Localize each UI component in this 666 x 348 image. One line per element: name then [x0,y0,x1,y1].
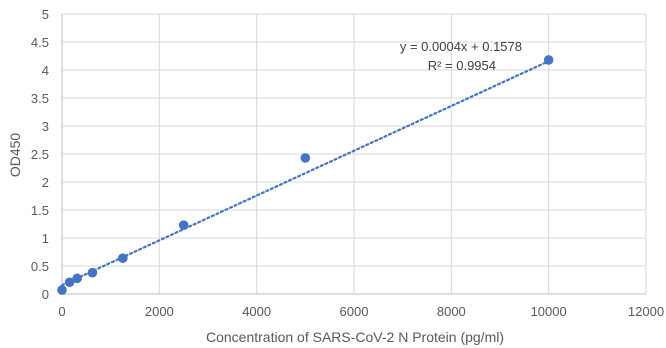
data-point-7 [543,55,554,65]
y-tick-labels: 0 0.5 1 1.5 2 2.5 3 3.5 4 4.5 5 [31,7,49,302]
y-tick-label-5: 2.5 [31,147,49,162]
y-tick-label-4: 2 [42,175,49,190]
y-tick-label-2: 1 [42,231,49,246]
y-tick-label-10: 5 [42,7,49,22]
y-tick-label-9: 4.5 [31,35,49,50]
gridlines [62,13,647,294]
data-point-3 [87,267,98,278]
data-point-4 [118,253,128,263]
x-tick-label-6: 12000 [628,304,664,319]
x-tick-label-2: 4000 [242,304,271,319]
trendline-r-squared: R² = 0.9954 [428,58,496,73]
x-tick-labels: 0 2000 4000 6000 8000 10000 12000 [58,304,664,319]
data-point-0 [57,285,67,295]
x-tick-label-0: 0 [58,304,65,319]
x-axis-title: Concentration of SARS-CoV-2 N Protein (p… [206,329,504,345]
y-tick-label-6: 3 [42,119,49,134]
data-point-6 [300,153,311,163]
y-tick-label-7: 3.5 [31,91,49,106]
axes [61,14,646,295]
trendline [60,60,550,287]
data-points [57,55,554,295]
x-tick-label-5: 10000 [531,304,567,319]
trendline-group [60,60,550,287]
data-point-2 [72,273,82,284]
data-point-1 [64,277,75,288]
trendline-equation: y = 0.0004x + 0.1578 [400,39,522,54]
y-tick-label-1: 0.5 [31,259,49,274]
y-axis-title: OD450 [7,133,23,178]
x-tick-label-4: 8000 [437,304,466,319]
x-tick-label-1: 2000 [145,304,174,319]
x-tick-label-3: 6000 [340,304,369,319]
y-tick-label-3: 1.5 [31,203,49,218]
y-tick-label-8: 4 [42,63,49,78]
data-point-5 [178,220,189,230]
y-tick-label-0: 0 [42,287,49,302]
